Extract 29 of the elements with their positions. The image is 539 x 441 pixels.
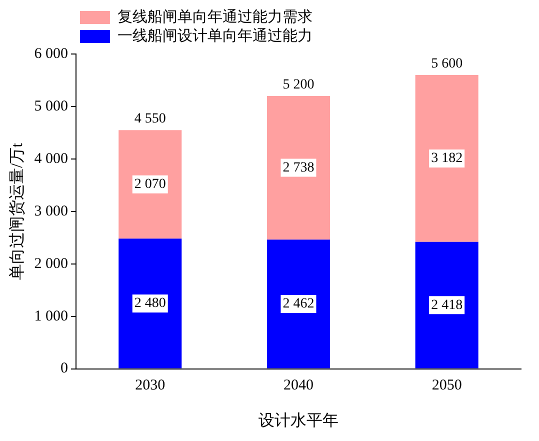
y-tick-label: 0 <box>60 360 68 377</box>
bar <box>118 130 182 239</box>
x-axis-title: 设计水平年 <box>258 412 338 430</box>
y-axis-title: 单向过闸货运量/万t <box>8 142 26 280</box>
legend-label: 复线船闸单向年通过能力需求 <box>117 8 312 26</box>
bar <box>415 74 478 242</box>
bar <box>266 240 330 368</box>
y-tick-label: 4 000 <box>34 150 68 167</box>
y-tick-label: 5 000 <box>34 98 68 114</box>
data-label: 3 182 <box>431 151 463 166</box>
data-label: 2 738 <box>282 160 314 176</box>
total-label: 5 200 <box>282 78 314 93</box>
data-label: 2 462 <box>282 296 314 312</box>
bar <box>118 238 182 368</box>
data-label: 2 070 <box>134 177 166 192</box>
y-tick-label: 2 000 <box>34 256 68 272</box>
x-tick-label: 2030 <box>135 378 166 394</box>
total-label: 4 550 <box>134 112 166 127</box>
bar <box>266 96 330 240</box>
bar <box>415 242 478 368</box>
y-tick-label: 6 000 <box>34 46 68 62</box>
y-tick-label: 3 000 <box>34 203 68 220</box>
data-label: 2 418 <box>431 298 463 313</box>
total-label: 5 600 <box>431 56 463 72</box>
legend-label: 一线船闸设计单向年通过能力 <box>117 27 312 44</box>
x-tick-label: 2040 <box>283 378 314 394</box>
x-tick-label: 2050 <box>432 378 462 394</box>
data-label: 2 480 <box>134 296 166 312</box>
y-tick-label: 1 000 <box>34 308 68 324</box>
